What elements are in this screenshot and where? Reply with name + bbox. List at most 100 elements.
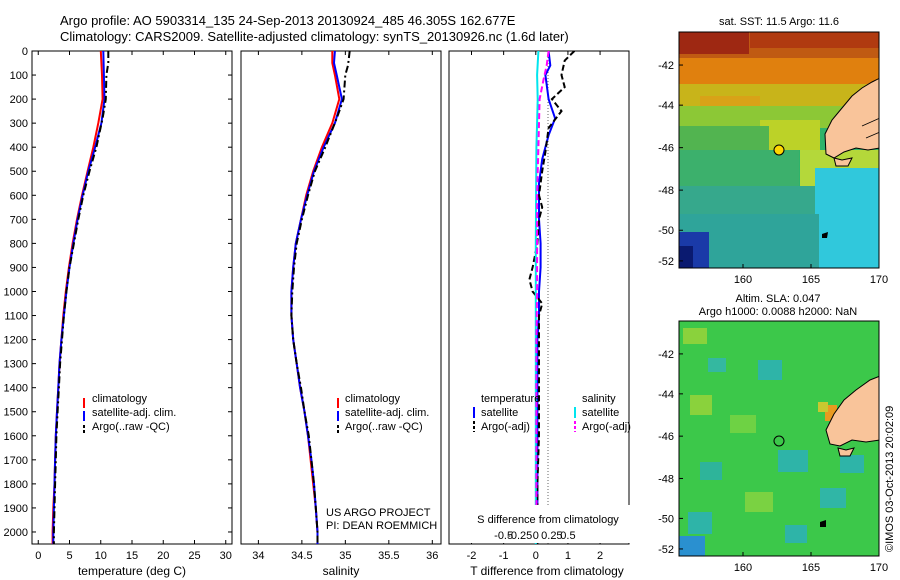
legend-label-t-argo: Argo(-adj) bbox=[481, 421, 530, 433]
map-y-tick-label: -44 bbox=[658, 389, 674, 401]
y-tick-label: 100 bbox=[10, 70, 28, 82]
x-tick-label: 34 bbox=[252, 550, 264, 562]
temperature-x-axis: 0 5 10 15 20 25 30 bbox=[35, 51, 232, 562]
x-tick-label: 30 bbox=[220, 550, 232, 562]
legend-label-satellite: satellite-adj. clim. bbox=[345, 407, 429, 419]
map-x-tick-label: 170 bbox=[870, 274, 888, 286]
x-tick-label: 35.5 bbox=[378, 550, 399, 562]
series-argo-raw-qc- bbox=[52, 51, 110, 544]
y-tick-label: 2000 bbox=[4, 527, 28, 539]
temperature-xlabel: temperature (deg C) bbox=[78, 564, 186, 578]
y-tick-label: 1900 bbox=[4, 503, 28, 515]
y-tick-label: 1700 bbox=[4, 455, 28, 467]
y-tick-label: 0 bbox=[22, 46, 28, 58]
salinity-axes-frame bbox=[240, 50, 442, 545]
y-tick-label: 500 bbox=[10, 166, 28, 178]
x-tick-label: 2 bbox=[597, 550, 603, 562]
legend-label-s-satellite: satellite bbox=[582, 407, 619, 419]
difference-legend: temperature satellite Argo(-adj) salinit… bbox=[473, 393, 631, 433]
map-y-tick-label: -46 bbox=[658, 431, 674, 443]
temperature-lines bbox=[51, 51, 110, 544]
x-tick-label: 5 bbox=[66, 550, 72, 562]
series-salinity-argo-adj- bbox=[535, 51, 550, 544]
salinity-panel: 34 34.5 35 35.5 36 salinity climatology sate… bbox=[240, 50, 442, 578]
x-tick-label: 15 bbox=[126, 550, 138, 562]
map-x-tick-label: 160 bbox=[734, 274, 752, 286]
y-tick-label: 600 bbox=[10, 190, 28, 202]
sla-map-frame bbox=[678, 320, 880, 557]
sla-map-title-line1: Altim. SLA: 0.047 bbox=[736, 293, 821, 305]
y-tick-label: 1200 bbox=[4, 335, 28, 347]
map-y-tick-label: -46 bbox=[658, 143, 674, 155]
legend-title-temperature: temperature bbox=[481, 393, 540, 405]
y-tick-label: 1000 bbox=[4, 286, 28, 298]
legend-label-t-satellite: satellite bbox=[481, 407, 518, 419]
map-y-tick-label: -48 bbox=[658, 473, 674, 485]
map-y-tick-label: -50 bbox=[658, 513, 674, 525]
argo-float-marker bbox=[773, 144, 785, 156]
map-x-tick-label: 170 bbox=[870, 562, 888, 574]
legend-label-argo: Argo(..raw -QC) bbox=[92, 421, 170, 433]
sst-map-axes: -42 -44 -46 -48 -50 -52 160 165 170 bbox=[658, 60, 888, 286]
legend-label-climatology: climatology bbox=[345, 393, 401, 405]
sla-map: Altim. SLA: 0.047 Argo h1000: 0.0088 h20… bbox=[658, 293, 888, 574]
s-tick-label: 0.25 bbox=[541, 530, 562, 542]
legend-label-s-argo: Argo(-adj) bbox=[582, 421, 631, 433]
argo-float-marker-sla bbox=[773, 435, 785, 447]
temperature-panel: 0100200300400500600700800900100011001200… bbox=[4, 46, 629, 578]
x-tick-label: 35 bbox=[339, 550, 351, 562]
map-x-tick-label: 160 bbox=[734, 562, 752, 574]
x-tick-label: 20 bbox=[157, 550, 169, 562]
x-tick-label: 25 bbox=[188, 550, 200, 562]
map-x-tick-label: 165 bbox=[802, 274, 820, 286]
y-tick-label: 300 bbox=[10, 118, 28, 130]
salinity-xlabel: salinity bbox=[323, 564, 360, 578]
x-tick-label: -2 bbox=[467, 550, 477, 562]
sla-map-axes: -42 -44 -46 -48 -50 -52 160 165 170 bbox=[658, 349, 888, 574]
map-y-tick-label: -50 bbox=[658, 225, 674, 237]
x-tick-label: 0 bbox=[533, 550, 539, 562]
map-y-tick-label: -52 bbox=[658, 256, 674, 268]
legend-label-argo: Argo(..raw -QC) bbox=[345, 421, 423, 433]
x-tick-label: -1 bbox=[499, 550, 509, 562]
map-y-tick-label: -44 bbox=[658, 100, 674, 112]
legend-label-satellite: satellite-adj. clim. bbox=[92, 407, 176, 419]
imos-watermark: ©IMOS 03-Oct-2013 20:02:09 bbox=[884, 406, 896, 552]
salinity-legend: climatology satellite-adj. clim. Argo(..… bbox=[337, 393, 429, 435]
map-y-tick-label: -52 bbox=[658, 544, 674, 556]
s-difference-label: S difference from climatology bbox=[477, 514, 619, 526]
x-tick-label: 10 bbox=[95, 550, 107, 562]
series-argo-raw-qc- bbox=[290, 51, 351, 544]
y-tick-label: 1800 bbox=[4, 479, 28, 491]
project-annotation: US ARGO PROJECT bbox=[326, 507, 431, 519]
sla-map-title-line2: Argo h1000: 0.0088 h2000: NaN bbox=[699, 306, 857, 318]
salinity-x-axis: 34 34.5 35 35.5 36 bbox=[252, 51, 438, 562]
plot-title-line1: Argo profile: AO 5903314_135 24-Sep-2013… bbox=[60, 13, 516, 28]
sst-map-frame bbox=[678, 31, 880, 269]
difference-panel: -2 -1 0 1 2 T difference from climatology S … bbox=[448, 50, 631, 578]
legend-title-salinity: salinity bbox=[582, 393, 616, 405]
map-y-tick-label: -42 bbox=[658, 349, 674, 361]
series-temperature-satellite bbox=[536, 51, 557, 544]
s-tick-label: 0 bbox=[533, 530, 539, 542]
y-tick-label: 1600 bbox=[4, 431, 28, 443]
map-x-tick-label: 165 bbox=[802, 562, 820, 574]
salinity-lines bbox=[290, 51, 351, 544]
s-tick-label: -0.25 bbox=[507, 530, 532, 542]
y-tick-label: 1400 bbox=[4, 383, 28, 395]
sst-map: sat. SST: 11.5 Argo: 11.6 -42 bbox=[658, 16, 888, 286]
difference-xlabel: T difference from climatology bbox=[470, 564, 624, 578]
pi-annotation: PI: DEAN ROEMMICH bbox=[326, 520, 437, 532]
y-tick-label: 900 bbox=[10, 262, 28, 274]
temperature-axes-frame bbox=[31, 50, 233, 545]
y-tick-label: 400 bbox=[10, 142, 28, 154]
sla-map-image bbox=[679, 321, 879, 556]
map-y-tick-label: -42 bbox=[658, 60, 674, 72]
difference-label-backdrop bbox=[460, 505, 630, 543]
y-tick-label: 200 bbox=[10, 94, 28, 106]
y-tick-label: 1500 bbox=[4, 407, 28, 419]
plot-title-line2: Climatology: CARS2009. Satellite-adjuste… bbox=[60, 29, 569, 44]
x-tick-label: 0 bbox=[35, 550, 41, 562]
sst-map-image bbox=[679, 32, 879, 268]
